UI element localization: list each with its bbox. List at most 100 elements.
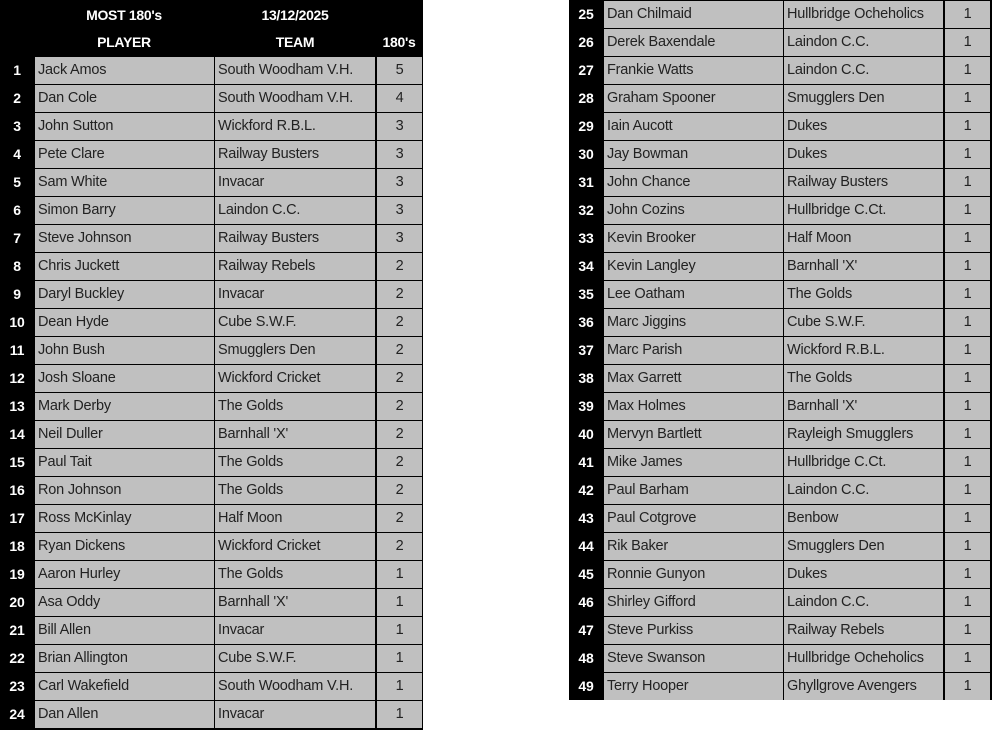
rank-cell: 22	[9, 650, 25, 666]
count-cell: 1	[945, 561, 990, 588]
count-cell: 2	[377, 393, 422, 420]
count-cell: 2	[377, 309, 422, 336]
player-cell: Steve Swanson	[604, 645, 783, 672]
rank-cell: 37	[578, 342, 594, 358]
player-cell: Mike James	[604, 449, 783, 476]
player-cell: Dan Allen	[35, 701, 214, 728]
player-cell: Steve Purkiss	[604, 617, 783, 644]
count-cell: 5	[377, 57, 422, 84]
table-row: 42 Paul Barham Laindon C.C. 1	[569, 476, 992, 504]
count-cell: 3	[377, 225, 422, 252]
rank-cell: 30	[578, 146, 594, 162]
table-row: 6 Simon Barry Laindon C.C. 3	[0, 196, 423, 224]
table-row: 20 Asa Oddy Barnhall 'X' 1	[0, 588, 423, 616]
count-cell: 1	[377, 561, 422, 588]
table-row: 35 Lee Oatham The Golds 1	[569, 280, 992, 308]
count-cell: 2	[377, 505, 422, 532]
team-cell: Barnhall 'X'	[784, 393, 943, 420]
table-title: MOST 180's	[86, 7, 162, 23]
team-cell: Invacar	[215, 281, 375, 308]
player-cell: Bill Allen	[35, 617, 214, 644]
count-cell: 1	[945, 617, 990, 644]
count-cell: 1	[945, 589, 990, 616]
table-row: 47 Steve Purkiss Railway Rebels 1	[569, 616, 992, 644]
team-cell: Invacar	[215, 169, 375, 196]
team-cell: Barnhall 'X'	[215, 589, 375, 616]
player-cell: Steve Johnson	[35, 225, 214, 252]
count-cell: 1	[945, 253, 990, 280]
rank-cell: 4	[13, 146, 21, 162]
rank-cell: 13	[9, 398, 25, 414]
table-row: 36 Marc Jiggins Cube S.W.F. 1	[569, 308, 992, 336]
team-cell: Half Moon	[215, 505, 375, 532]
table-row: 40 Mervyn Bartlett Rayleigh Smugglers 1	[569, 420, 992, 448]
table-row: 21 Bill Allen Invacar 1	[0, 616, 423, 644]
team-cell: Rayleigh Smugglers	[784, 421, 943, 448]
rank-cell: 2	[13, 90, 21, 106]
team-cell: Railway Busters	[784, 169, 943, 196]
table-row: 30 Jay Bowman Dukes 1	[569, 140, 992, 168]
count-cell: 1	[945, 281, 990, 308]
leaderboard-table-left: MOST 180's 13/12/2025 PLAYER TEAM 180's …	[0, 0, 423, 730]
player-cell: Iain Aucott	[604, 113, 783, 140]
player-cell: Paul Cotgrove	[604, 505, 783, 532]
count-cell: 1	[377, 701, 422, 728]
count-cell: 3	[377, 197, 422, 224]
team-cell: Laindon C.C.	[784, 589, 943, 616]
leaderboard-table-right: 25 Dan Chilmaid Hullbridge Ocheholics 1 26 De…	[569, 0, 992, 700]
team-cell: Wickford Cricket	[215, 365, 375, 392]
rank-cell: 24	[9, 706, 25, 722]
team-cell: Smugglers Den	[215, 337, 375, 364]
team-cell: Barnhall 'X'	[784, 253, 943, 280]
count-cell: 3	[377, 113, 422, 140]
table-row: 46 Shirley Gifford Laindon C.C. 1	[569, 588, 992, 616]
table-row: 10 Dean Hyde Cube S.W.F. 2	[0, 308, 423, 336]
count-cell: 2	[377, 253, 422, 280]
count-cell: 1	[945, 645, 990, 672]
player-cell: Aaron Hurley	[35, 561, 214, 588]
count-cell: 2	[377, 449, 422, 476]
count-cell: 2	[377, 281, 422, 308]
count-cell: 1	[945, 337, 990, 364]
rank-cell: 33	[578, 230, 594, 246]
team-cell: South Woodham V.H.	[215, 673, 375, 700]
player-cell: Chris Juckett	[35, 253, 214, 280]
rank-cell: 21	[9, 622, 25, 638]
rank-cell: 45	[578, 566, 594, 582]
team-cell: Cube S.W.F.	[215, 645, 375, 672]
rank-cell: 1	[13, 62, 21, 78]
rank-cell: 25	[578, 6, 594, 22]
count-cell: 1	[377, 589, 422, 616]
table-row: 7 Steve Johnson Railway Busters 3	[0, 224, 423, 252]
rank-cell: 38	[578, 370, 594, 386]
rank-cell: 28	[578, 90, 594, 106]
table-row: 27 Frankie Watts Laindon C.C. 1	[569, 56, 992, 84]
table-row: 41 Mike James Hullbridge C.Ct. 1	[569, 448, 992, 476]
table-row: 2 Dan Cole South Woodham V.H. 4	[0, 84, 423, 112]
player-cell: Carl Wakefield	[35, 673, 214, 700]
rank-cell: 29	[578, 118, 594, 134]
count-cell: 1	[945, 449, 990, 476]
rank-cell: 40	[578, 426, 594, 442]
count-cell: 1	[945, 141, 990, 168]
player-cell: Josh Sloane	[35, 365, 214, 392]
team-cell: Cube S.W.F.	[784, 309, 943, 336]
player-cell: Paul Tait	[35, 449, 214, 476]
rank-cell: 11	[9, 342, 25, 358]
count-cell: 1	[945, 197, 990, 224]
rank-cell: 12	[9, 370, 25, 386]
table-row: 1 Jack Amos South Woodham V.H. 5	[0, 56, 423, 84]
team-cell: Laindon C.C.	[784, 29, 943, 56]
table-row: 16 Ron Johnson The Golds 2	[0, 476, 423, 504]
count-cell: 1	[945, 533, 990, 560]
team-cell: Laindon C.C.	[784, 477, 943, 504]
table-row: 34 Kevin Langley Barnhall 'X' 1	[569, 252, 992, 280]
team-cell: Railway Busters	[215, 225, 375, 252]
player-cell: Pete Clare	[35, 141, 214, 168]
table-row: 38 Max Garrett The Golds 1	[569, 364, 992, 392]
table-row: 31 John Chance Railway Busters 1	[569, 168, 992, 196]
rank-cell: 32	[578, 202, 594, 218]
table-row: 43 Paul Cotgrove Benbow 1	[569, 504, 992, 532]
rank-cell: 26	[578, 34, 594, 50]
team-cell: Smugglers Den	[784, 533, 943, 560]
